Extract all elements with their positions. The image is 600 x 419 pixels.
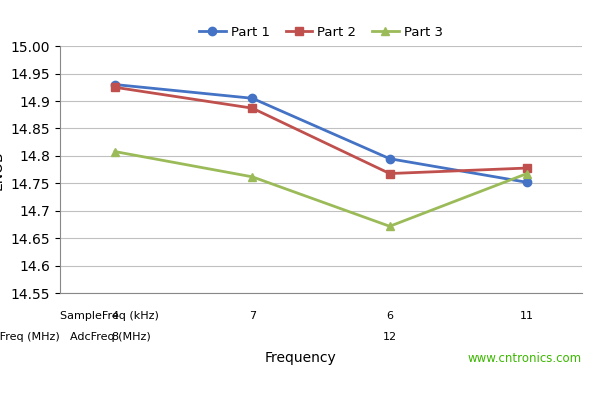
Text: 12: 12 bbox=[383, 332, 397, 342]
Part 2 bbox=[386, 171, 393, 176]
Line: Part 3: Part 3 bbox=[111, 147, 531, 230]
Text: AdcFreq (MHz): AdcFreq (MHz) bbox=[63, 332, 151, 342]
Text: 6: 6 bbox=[386, 311, 393, 321]
Text: SampleFreq (kHz): SampleFreq (kHz) bbox=[60, 311, 159, 321]
Part 2 bbox=[523, 166, 530, 171]
Line: Part 1: Part 1 bbox=[111, 80, 531, 186]
Part 2 bbox=[249, 106, 256, 111]
Part 1 bbox=[386, 156, 393, 161]
Line: Part 2: Part 2 bbox=[111, 83, 531, 178]
Part 1 bbox=[523, 180, 530, 185]
Text: www.cntronics.com: www.cntronics.com bbox=[468, 352, 582, 365]
Part 3 bbox=[523, 171, 530, 176]
Part 1 bbox=[112, 82, 119, 87]
Part 2 bbox=[112, 85, 119, 90]
Text: 4: 4 bbox=[112, 311, 119, 321]
Part 3 bbox=[249, 174, 256, 179]
Part 3 bbox=[112, 149, 119, 154]
Text: 11: 11 bbox=[520, 311, 534, 321]
Part 1 bbox=[249, 96, 256, 101]
Part 3 bbox=[386, 224, 393, 229]
Legend: Part 1, Part 2, Part 3: Part 1, Part 2, Part 3 bbox=[194, 21, 448, 44]
Text: 7: 7 bbox=[249, 311, 256, 321]
Text: AdcFreq (MHz): AdcFreq (MHz) bbox=[0, 332, 60, 342]
Text: 8: 8 bbox=[112, 332, 119, 342]
Y-axis label: ENOB: ENOB bbox=[0, 150, 5, 189]
Text: Frequency: Frequency bbox=[264, 351, 336, 365]
